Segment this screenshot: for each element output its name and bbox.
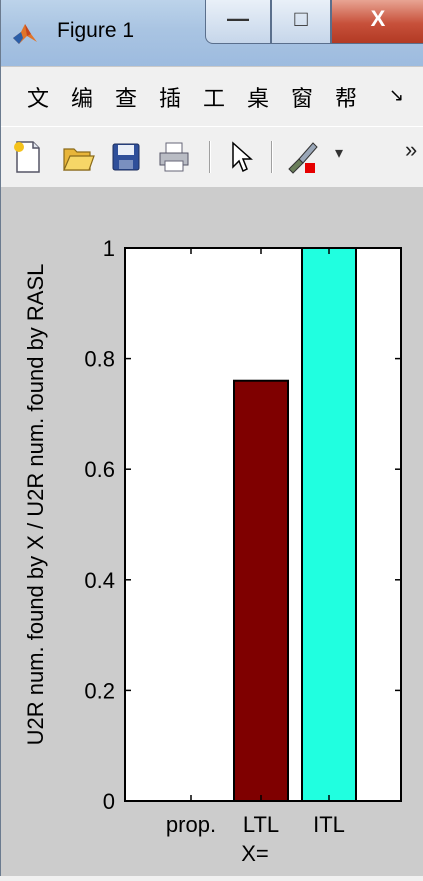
pointer-icon[interactable] bbox=[223, 139, 257, 175]
bar-chart: 0 0.2 0.4 0.6 0.8 1 prop. LTL ITL X= U2R num. foun… bbox=[23, 236, 402, 866]
toolbar-overflow-icon[interactable]: » bbox=[405, 137, 418, 162]
y-tick-label: 0.2 bbox=[84, 678, 115, 703]
menu-insert[interactable]: 插 bbox=[159, 87, 182, 112]
axes-box bbox=[124, 247, 402, 802]
brush-dropdown-icon[interactable]: ▾ bbox=[335, 145, 344, 162]
toolbar: ▾ » bbox=[1, 126, 423, 188]
menu-window[interactable]: 窗 bbox=[291, 87, 314, 112]
close-icon: X bbox=[370, 6, 386, 31]
menu-file[interactable]: 文 bbox=[27, 87, 50, 112]
figure-canvas: 0 0.2 0.4 0.6 0.8 1 prop. LTL ITL X= U2R num. foun… bbox=[1, 187, 423, 876]
y-tick-label: 0.4 bbox=[84, 568, 115, 593]
bar-ltl bbox=[233, 379, 289, 802]
menu-help[interactable]: 帮 bbox=[335, 87, 358, 112]
x-tick-label: LTL bbox=[243, 812, 279, 837]
y-tick-label: 1 bbox=[103, 236, 115, 261]
matlab-logo-icon bbox=[13, 24, 37, 44]
open-file-icon[interactable] bbox=[61, 139, 95, 175]
x-tick-label: ITL bbox=[313, 812, 345, 837]
x-tick-label: prop. bbox=[166, 812, 216, 837]
minimize-button[interactable]: — bbox=[205, 0, 271, 44]
y-tick-label: 0.8 bbox=[84, 347, 115, 372]
save-icon[interactable] bbox=[109, 139, 143, 175]
y-tick-label: 0 bbox=[103, 789, 115, 814]
bar-itl bbox=[301, 247, 357, 802]
minimize-icon: — bbox=[227, 6, 249, 31]
y-tick-label: 0.6 bbox=[84, 457, 115, 482]
x-axis-label: X= bbox=[241, 841, 269, 866]
menu-edit[interactable]: 编 bbox=[71, 87, 94, 112]
maximize-button[interactable]: □ bbox=[271, 0, 331, 44]
close-button[interactable]: X bbox=[331, 0, 423, 44]
toolbar-separator bbox=[209, 141, 211, 173]
title-bar[interactable]: Figure 1 — □ X bbox=[1, 0, 423, 66]
brush-icon[interactable] bbox=[285, 139, 319, 175]
new-figure-icon[interactable] bbox=[11, 139, 45, 175]
menu-bar: 文 编 查 插 工 桌 窗 帮 ↘ bbox=[1, 66, 423, 127]
print-icon[interactable] bbox=[157, 139, 191, 175]
window-title: Figure 1 bbox=[57, 19, 135, 42]
toolbar-separator bbox=[271, 141, 273, 173]
maximize-icon: □ bbox=[294, 6, 308, 31]
y-axis-label: U2R num. found by X / U2R num. found by … bbox=[23, 264, 48, 746]
menu-view[interactable]: 查 bbox=[115, 87, 138, 112]
menu-tools[interactable]: 工 bbox=[203, 87, 226, 112]
menu-desktop[interactable]: 桌 bbox=[247, 87, 270, 112]
menu-overflow[interactable]: ↘ bbox=[389, 85, 405, 106]
